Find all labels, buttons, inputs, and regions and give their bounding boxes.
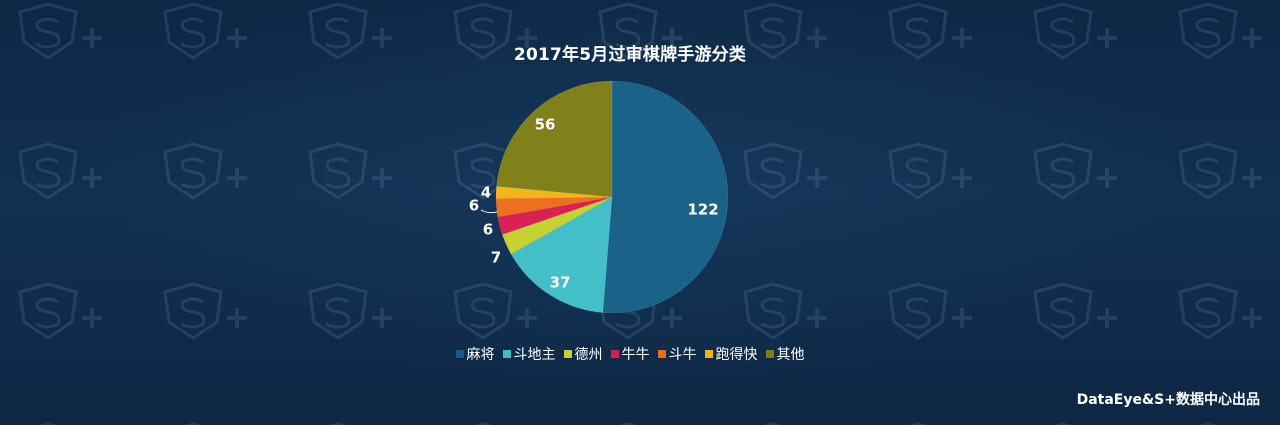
legend-item-6: 其他: [765, 344, 805, 364]
legend-item-4: 斗牛: [657, 344, 697, 364]
legend-swatch: [502, 350, 511, 358]
legend-item-2: 德州: [563, 344, 603, 364]
label-leader-line: [480, 209, 498, 214]
pie-slice-5: [495, 186, 613, 199]
chart-title: 2017年5月过审棋牌手游分类: [513, 45, 747, 65]
legend-label: 麻将: [466, 347, 495, 363]
pie-slice-4: [495, 196, 613, 218]
legend-swatch: [704, 350, 713, 358]
legend-label: 牛牛: [621, 347, 650, 363]
legend-item-3: 牛牛: [610, 344, 650, 364]
legend-label: 跑得快: [715, 347, 758, 363]
data-label-1: 37: [550, 274, 571, 292]
chart-legend: 麻将 斗地主 德州 牛牛 斗牛 跑得快 其他: [0, 344, 1260, 364]
pie-slice-0: [602, 80, 729, 314]
data-label-2: 7: [491, 249, 501, 267]
pie-slice-6: [496, 80, 613, 198]
pie-shade: [496, 81, 728, 313]
data-label-4: 6: [469, 197, 479, 215]
legend-swatch: [610, 350, 619, 358]
data-label-5: 4: [481, 184, 491, 202]
data-label-6: 56: [535, 116, 556, 134]
legend-label: 德州: [574, 347, 603, 363]
legend-swatch: [563, 350, 572, 358]
pie-slice-1: [510, 196, 613, 313]
legend-swatch: [765, 350, 774, 358]
footer-credit: DataEye&S+数据中心出品: [1076, 392, 1260, 408]
legend-item-0: 麻将: [455, 344, 495, 364]
legend-swatch: [657, 350, 666, 358]
legend-label: 斗地主: [513, 347, 556, 363]
legend-label: 其他: [776, 347, 805, 363]
legend-label: 斗牛: [668, 347, 697, 363]
pie-slice-3: [497, 196, 613, 235]
legend-swatch: [455, 350, 464, 358]
data-label-3: 6: [483, 221, 493, 239]
pie-slice-2: [501, 196, 613, 255]
data-label-0: 122: [687, 201, 718, 219]
legend-item-5: 跑得快: [704, 344, 758, 364]
legend-item-1: 斗地主: [502, 344, 556, 364]
